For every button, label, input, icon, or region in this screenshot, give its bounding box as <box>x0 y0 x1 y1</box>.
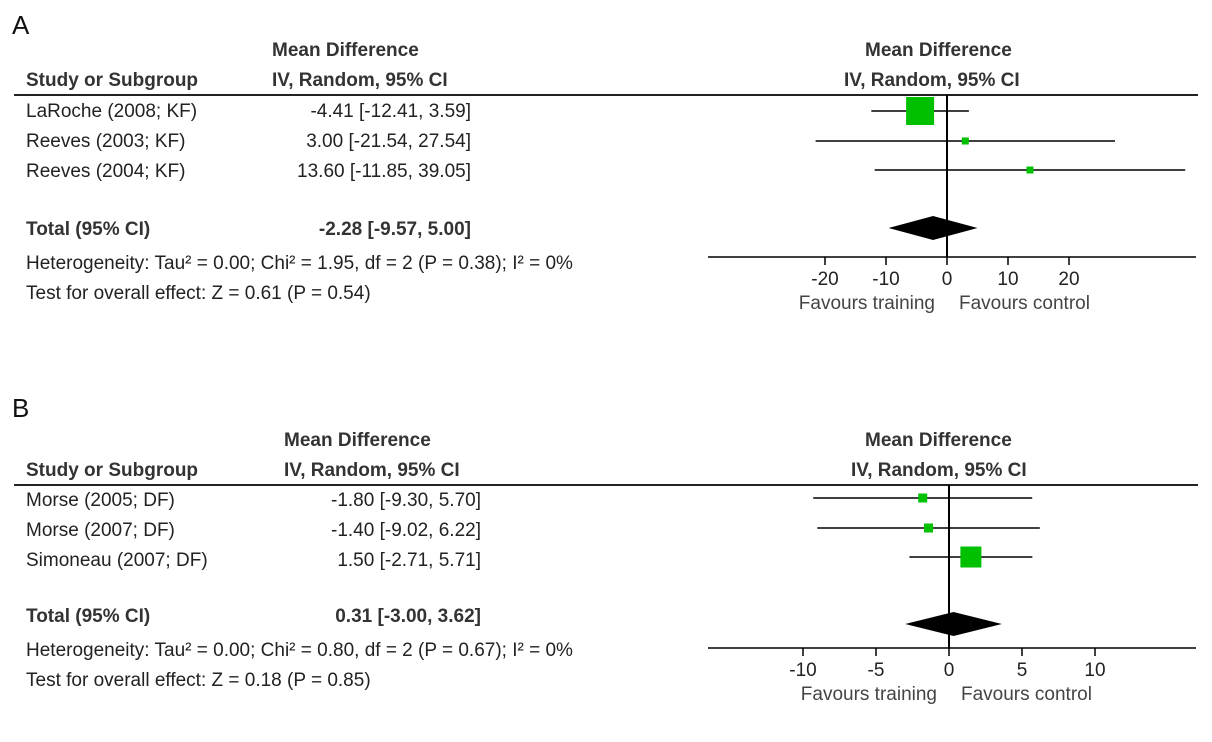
study-ci: 13.60 [-11.85, 39.05] <box>297 161 471 182</box>
x-tick-label: -5 <box>868 660 885 681</box>
study-column-header: Study or Subgroup <box>26 70 199 91</box>
study-name: Reeves (2003; KF) <box>26 131 186 152</box>
panel-label: A <box>12 10 30 40</box>
forest-plot-panel-a: A Mean Difference Study or Subgroup IV, … <box>0 0 1212 352</box>
plot-header-line1: Mean Difference <box>865 430 1012 451</box>
header-divider <box>14 94 1198 96</box>
x-tick-label: 10 <box>1084 660 1105 681</box>
study-ci: -4.41 [-12.41, 3.59] <box>310 101 471 122</box>
plot-header-line2: IV, Random, 95% CI <box>851 460 1027 481</box>
x-tick-label: 20 <box>1058 269 1079 290</box>
heterogeneity-stats: Heterogeneity: Tau² = 0.00; Chi² = 0.80,… <box>26 640 573 661</box>
study-column-header: Study or Subgroup <box>26 460 199 481</box>
overall-effect-test: Test for overall effect: Z = 0.18 (P = 0… <box>26 670 371 691</box>
study-name: Morse (2005; DF) <box>26 490 175 511</box>
forest-plot-graphic: -10 -5 0 5 10 Favours training Favours control <box>708 485 1196 705</box>
x-tick-label: 5 <box>1017 660 1028 681</box>
study-ci: -1.80 [-9.30, 5.70] <box>331 490 481 511</box>
x-tick-label: 0 <box>942 269 953 290</box>
study-ci: 3.00 [-21.54, 27.54] <box>306 131 471 152</box>
forest-plot-panel-b: B Mean Difference Study or Subgroup IV, … <box>0 390 1212 742</box>
header-divider <box>14 484 1198 486</box>
forest-plot-graphic: -20 -10 0 10 20 Favours training Favours contr… <box>708 95 1196 314</box>
study-name: Morse (2007; DF) <box>26 520 175 541</box>
panel-label: B <box>12 393 30 423</box>
study-point-estimate-marker <box>906 97 935 125</box>
study-name: LaRoche (2008; KF) <box>26 101 198 122</box>
x-tick-label: 10 <box>997 269 1018 290</box>
md-column-header-line1: Mean Difference <box>284 430 431 451</box>
study-name: Reeves (2004; KF) <box>26 161 186 182</box>
pooled-effect-diamond <box>905 612 1002 636</box>
plot-header-line1: Mean Difference <box>865 40 1012 61</box>
x-tick-label: 0 <box>944 660 955 681</box>
x-tick-label: -10 <box>789 660 816 681</box>
plot-header-line2: IV, Random, 95% CI <box>844 70 1020 91</box>
study-point-estimate-marker <box>1026 166 1034 174</box>
md-column-header-line2: IV, Random, 95% CI <box>284 460 460 481</box>
study-point-estimate-marker <box>924 523 934 533</box>
study-ci: -1.40 [-9.02, 6.22] <box>331 520 481 541</box>
total-label: Total (95% CI) <box>26 219 151 240</box>
total-ci: -2.28 [-9.57, 5.00] <box>318 219 471 240</box>
x-tick-label: -20 <box>811 269 838 290</box>
study-point-estimate-marker <box>961 137 969 145</box>
x-tick-label: -10 <box>872 269 899 290</box>
favours-left-label: Favours training <box>799 293 935 314</box>
study-ci: 1.50 [-2.71, 5.71] <box>337 550 481 571</box>
study-point-estimate-marker <box>918 493 928 503</box>
md-column-header-line2: IV, Random, 95% CI <box>272 70 448 91</box>
study-point-estimate-marker <box>960 546 982 568</box>
total-ci: 0.31 [-3.00, 3.62] <box>335 606 481 627</box>
overall-effect-test: Test for overall effect: Z = 0.61 (P = 0… <box>26 283 371 304</box>
pooled-effect-diamond <box>888 216 978 240</box>
heterogeneity-stats: Heterogeneity: Tau² = 0.00; Chi² = 1.95,… <box>26 253 573 274</box>
favours-left-label: Favours training <box>801 684 937 705</box>
total-label: Total (95% CI) <box>26 606 151 627</box>
favours-right-label: Favours control <box>959 293 1090 314</box>
md-column-header-line1: Mean Difference <box>272 40 419 61</box>
favours-right-label: Favours control <box>961 684 1092 705</box>
study-name: Simoneau (2007; DF) <box>26 550 208 571</box>
